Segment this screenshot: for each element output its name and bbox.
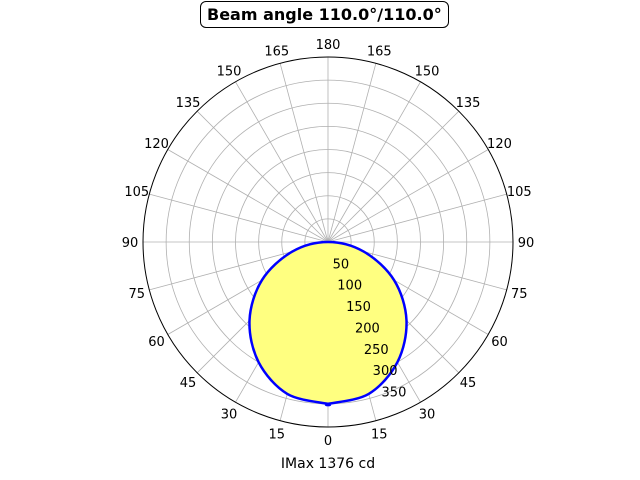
angle-tick-label: 15 (371, 427, 388, 442)
chart-title: Beam angle 110.0°/110.0° (200, 1, 449, 28)
radial-tick-label: 250 (364, 343, 389, 358)
angular-gridline (196, 110, 329, 243)
radial-tick-label: 200 (355, 321, 380, 336)
polar-frame (142, 56, 514, 428)
angle-tick-label: 180 (316, 38, 341, 53)
angle-tick-label: 120 (144, 137, 169, 152)
angular-gridline (235, 81, 329, 243)
angular-gridline (327, 193, 507, 243)
angle-tick-label: 0 (324, 434, 332, 449)
radial-tick-label: 100 (337, 279, 362, 294)
angle-tick-label: 30 (419, 407, 436, 422)
angular-gridline (279, 63, 329, 243)
angle-tick-label: 165 (367, 45, 392, 60)
angle-tick-label: 135 (456, 96, 481, 111)
angle-tick-label: 75 (128, 287, 145, 302)
angle-tick-label: 15 (268, 427, 285, 442)
angle-tick-label: 90 (518, 236, 535, 251)
angle-tick-label: 150 (415, 65, 440, 80)
angular-gridline (167, 149, 329, 243)
radial-tick-label: 300 (373, 364, 398, 379)
angle-tick-label: 105 (507, 185, 532, 200)
x-axis-label: IMax 1376 cd (280, 456, 376, 472)
angular-gridline (327, 110, 460, 243)
angle-tick-label: 150 (217, 65, 242, 80)
intensity-curve (248, 240, 408, 407)
angular-gridline (327, 149, 489, 243)
angle-tick-label: 165 (264, 45, 289, 60)
angle-tick-label: 45 (180, 376, 197, 391)
angle-tick-label: 105 (124, 185, 149, 200)
angle-tick-label: 60 (148, 335, 165, 350)
angle-tick-label: 135 (176, 96, 201, 111)
radial-tick-label: 150 (346, 300, 371, 315)
angular-gridline (327, 63, 377, 243)
angular-gridline (149, 193, 329, 243)
angular-gridline (327, 81, 421, 243)
intensity-fill (249, 242, 407, 406)
angle-tick-label: 90 (122, 236, 139, 251)
angle-tick-label: 75 (511, 287, 528, 302)
angle-tick-label: 60 (491, 335, 508, 350)
angle-tick-label: 45 (460, 376, 477, 391)
angle-tick-label: 30 (221, 407, 238, 422)
radial-tick-label: 50 (333, 257, 350, 272)
radial-tick-label: 350 (382, 386, 407, 401)
angle-tick-label: 120 (487, 137, 512, 152)
